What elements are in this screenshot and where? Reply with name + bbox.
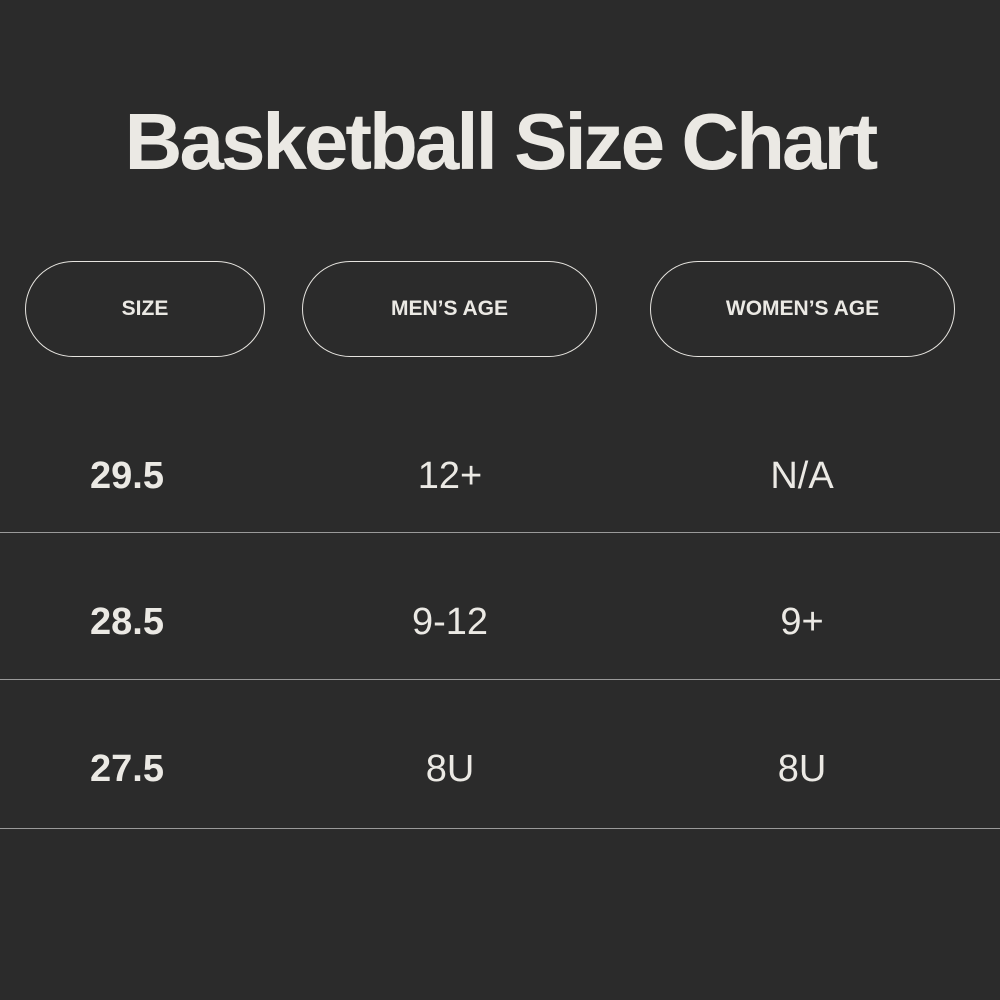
mens-age-cell: 8U: [425, 748, 475, 790]
womens-age-cell: N/A: [770, 455, 834, 497]
row-divider: [0, 532, 1000, 533]
title: Basketball Size Chart: [124, 97, 879, 186]
size-cell: 27.5: [90, 748, 164, 790]
mens-age-cell: 9-12: [411, 601, 489, 643]
mens-age-cell: 12+: [417, 455, 483, 497]
column-header: MEN’S AGE: [302, 261, 597, 357]
size-cell: 28.5: [90, 601, 164, 643]
womens-age-cell: 8U: [777, 748, 827, 790]
womens-age-cell: 9+: [780, 601, 824, 643]
size-cell: 29.5: [90, 455, 164, 497]
column-header: SIZE: [25, 261, 265, 357]
row-divider: [0, 679, 1000, 680]
column-header: WOMEN’S AGE: [650, 261, 955, 357]
row-divider: [0, 828, 1000, 829]
